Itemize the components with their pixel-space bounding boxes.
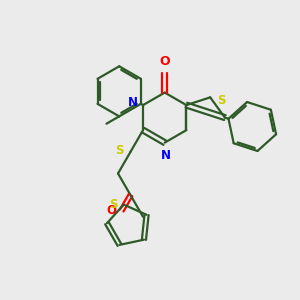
Text: O: O <box>106 204 116 217</box>
Text: N: N <box>128 96 138 109</box>
Text: N: N <box>161 148 171 161</box>
Text: S: S <box>116 144 124 157</box>
Text: S: S <box>109 198 117 211</box>
Text: S: S <box>217 94 225 107</box>
Text: O: O <box>159 55 170 68</box>
